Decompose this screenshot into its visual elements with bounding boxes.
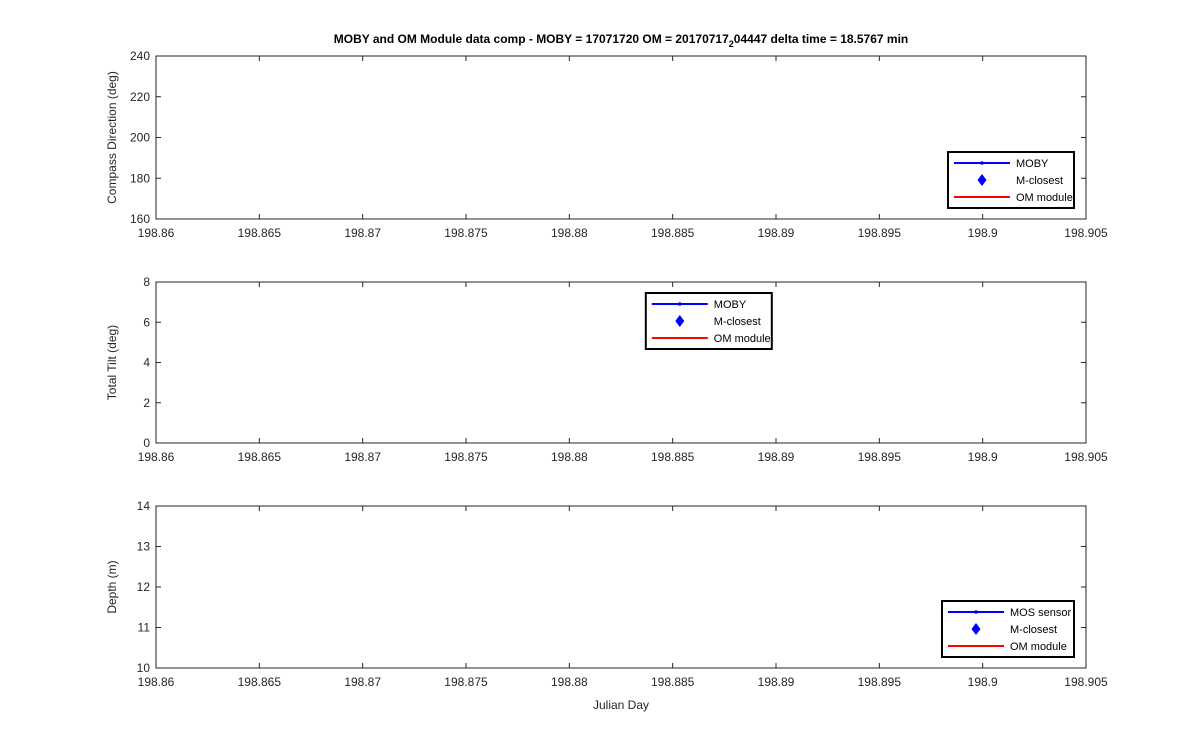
x-tick-label: 198.875 <box>444 226 488 240</box>
x-tick-label: 198.875 <box>444 675 488 689</box>
legend-box <box>644 292 773 350</box>
x-tick-label: 198.885 <box>651 226 695 240</box>
figure-title-tail: 04447 delta time = 18.5767 min <box>734 32 908 46</box>
legend: MOBY M-closest OM module <box>644 292 773 350</box>
y-axis-label: Compass Direction (deg) <box>105 71 119 204</box>
x-tick-label: 198.86 <box>138 675 175 689</box>
y-tick-label: 8 <box>143 275 150 289</box>
x-tick-label: 198.895 <box>858 450 902 464</box>
x-tick-label: 198.9 <box>968 450 998 464</box>
x-tick-label: 198.9 <box>968 675 998 689</box>
figure-title-main: MOBY and OM Module data comp - MOBY = 17… <box>334 32 729 46</box>
x-tick-label: 198.865 <box>238 226 282 240</box>
legend-entry-label: M-closest <box>714 316 761 328</box>
legend-dot-swatch <box>974 610 978 614</box>
y-tick-label: 10 <box>137 661 151 675</box>
x-tick-label: 198.87 <box>344 450 381 464</box>
legend-box <box>947 151 1075 209</box>
legend-entry-label: OM module <box>1016 192 1073 204</box>
x-tick-label: 198.88 <box>551 226 588 240</box>
x-tick-label: 198.865 <box>238 675 282 689</box>
x-tick-label: 198.885 <box>651 675 695 689</box>
legend-dot-swatch <box>980 161 984 165</box>
subplot-2: 198.86 198.865 198.87 198.875 198.88 198.885 1… <box>105 275 1108 464</box>
x-tick-label: 198.905 <box>1064 226 1108 240</box>
plot-frame <box>155 55 1087 220</box>
y-tick-label: 4 <box>143 356 150 370</box>
legend-entry-label: OM module <box>714 333 771 345</box>
x-tick-label: 198.86 <box>138 226 175 240</box>
y-tick-label: 240 <box>130 49 150 63</box>
plot-frame <box>155 505 1087 669</box>
legend-entry-label: OM module <box>1010 641 1067 653</box>
legend-box <box>941 600 1075 658</box>
x-tick-label: 198.895 <box>858 675 902 689</box>
y-tick-label: 200 <box>130 131 150 145</box>
y-tick-label: 11 <box>138 621 151 635</box>
x-tick-label: 198.86 <box>138 450 175 464</box>
legend-marker-swatch <box>675 315 685 327</box>
x-tick-label: 198.905 <box>1064 675 1108 689</box>
legend-marker-swatch <box>977 174 987 186</box>
legend-dot-swatch <box>678 302 682 306</box>
x-tick-label: 198.865 <box>238 450 282 464</box>
y-tick-label: 6 <box>143 315 150 329</box>
y-tick-label: 12 <box>137 580 151 594</box>
x-tick-label: 198.87 <box>344 226 381 240</box>
figure-title: MOBY and OM Module data comp - MOBY = 17… <box>334 32 909 49</box>
x-tick-label: 198.88 <box>551 675 588 689</box>
legend-entry-label: MOS sensor <box>1010 607 1071 619</box>
x-tick-label: 198.89 <box>758 675 795 689</box>
y-tick-label: 0 <box>143 436 150 450</box>
legend-entry-label: MOBY <box>714 299 747 311</box>
x-tick-label: 198.905 <box>1064 450 1108 464</box>
y-tick-label: 14 <box>137 499 151 513</box>
subplot-1: 198.86 198.865 198.87 198.875 198.88 198.885 1… <box>105 49 1108 240</box>
y-tick-label: 2 <box>143 396 150 410</box>
x-tick-label: 198.895 <box>858 226 902 240</box>
legend: MOBY M-closest OM module <box>947 151 1075 209</box>
x-tick-label: 198.9 <box>968 226 998 240</box>
legend-entry-label: M-closest <box>1010 624 1057 636</box>
x-tick-label: 198.88 <box>551 450 588 464</box>
legend-entry-label: M-closest <box>1016 175 1063 187</box>
x-tick-label: 198.89 <box>758 450 795 464</box>
x-tick-label: 198.875 <box>444 450 488 464</box>
legend-entry-label: MOBY <box>1016 158 1049 170</box>
subplot-3: 198.86 198.865 198.87 198.875 198.88 198.885 1… <box>105 499 1108 712</box>
plot-frame <box>155 281 1087 444</box>
y-axis-label: Depth (m) <box>105 560 119 613</box>
x-tick-label: 198.87 <box>344 675 381 689</box>
y-tick-label: 220 <box>130 90 150 104</box>
legend: MOS sensor M-closest OM module <box>941 600 1075 658</box>
figure-title-subscript: 2 <box>729 39 734 49</box>
y-tick-label: 13 <box>137 540 151 554</box>
y-tick-label: 160 <box>130 212 150 226</box>
x-tick-label: 198.885 <box>651 450 695 464</box>
subplot-group: 198.86 198.865 198.87 198.875 198.88 198.885 1… <box>105 49 1108 712</box>
y-tick-label: 180 <box>130 171 150 185</box>
legend-marker-swatch <box>971 623 981 635</box>
x-axis-label: Julian Day <box>593 698 649 712</box>
x-tick-label: 198.89 <box>758 226 795 240</box>
y-axis-label: Total Tilt (deg) <box>105 325 119 400</box>
